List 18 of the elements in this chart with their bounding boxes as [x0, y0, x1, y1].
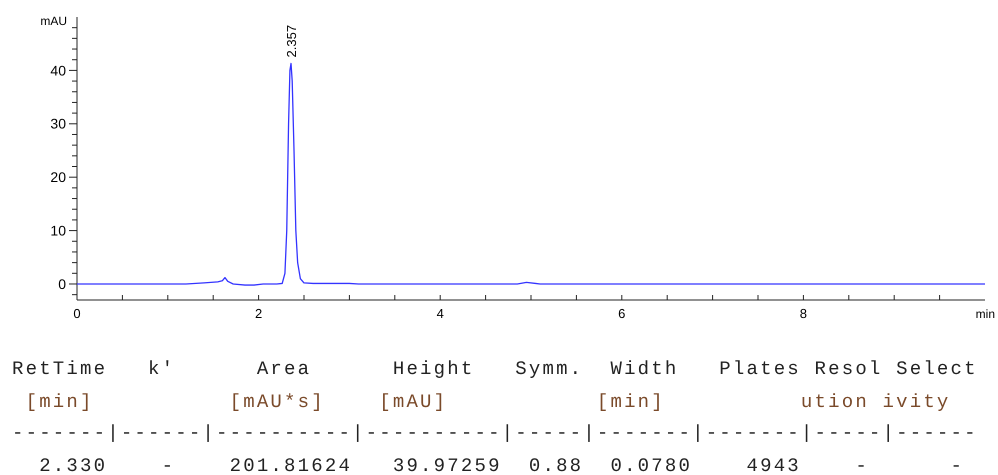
text: [min] [mAU*s] [mAU] [min] ution ivity [12, 391, 951, 413]
annotation: 2.357 [284, 24, 300, 58]
y-tick-label: 10 [50, 222, 66, 238]
x-axis-title: min [976, 307, 995, 321]
x-tick-label: 8 [800, 306, 808, 321]
y-tick-label: 0 [58, 276, 66, 292]
x-tick-label: 4 [436, 306, 444, 321]
text: 2.330 - 201.81624 39.97259 0.88 0.0780 4943 - - [12, 455, 964, 475]
text: -------|------|----------|----------|-----|-------|-------|-----|------ [12, 422, 978, 444]
line-series [76, 62, 986, 286]
y-tick-label: 20 [50, 169, 66, 186]
y-axis-title: mAU [40, 14, 67, 28]
x-tick-label: 6 [618, 306, 626, 321]
y-tick-label: 40 [50, 62, 66, 78]
text: RetTime k' Area Height Symm. Width Plates Resol Select [12, 358, 978, 380]
y-tick-label: 30 [50, 116, 66, 132]
x-tick-label: 0 [73, 306, 81, 321]
x-tick-label: 2 [254, 306, 262, 321]
